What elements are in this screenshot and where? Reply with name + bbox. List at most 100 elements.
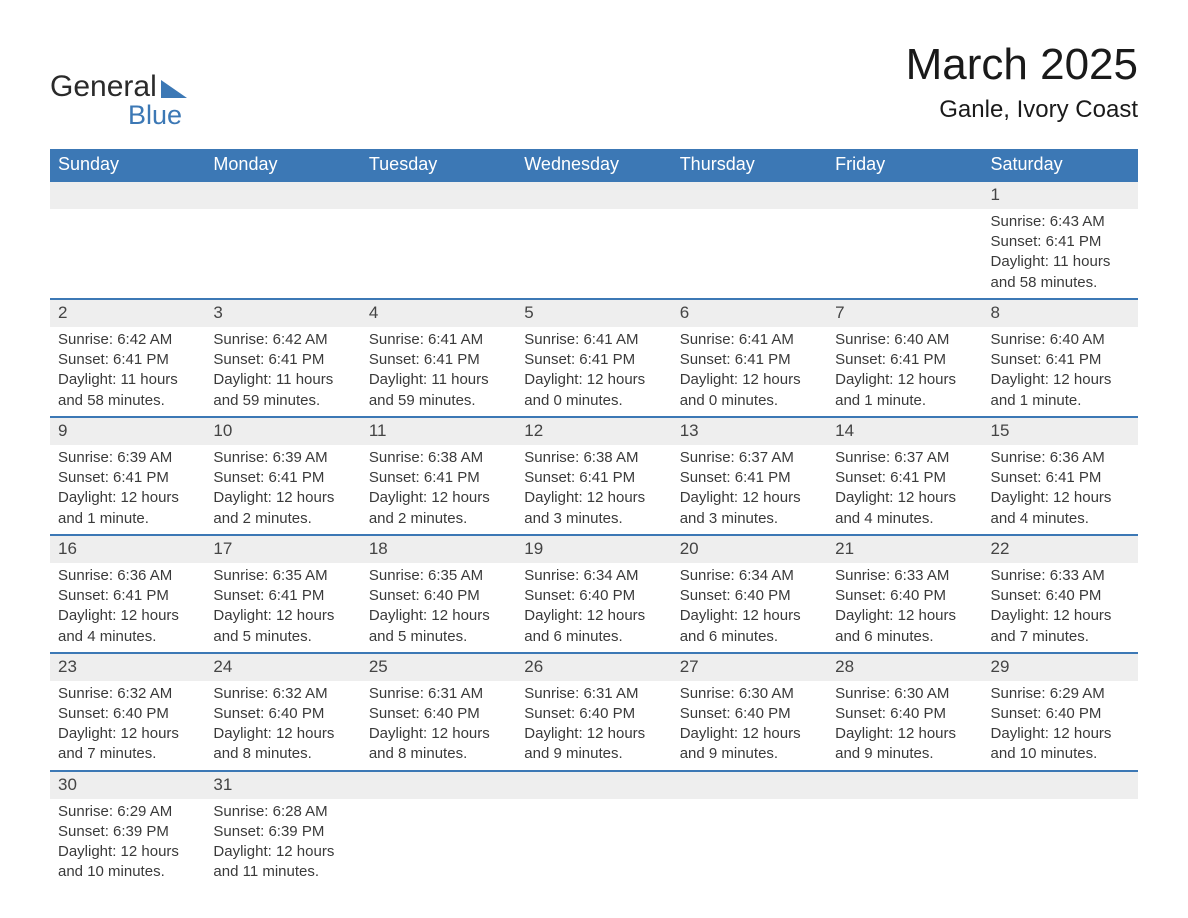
day-info: Sunrise: 6:34 AMSunset: 6:40 PMDaylight:…: [516, 563, 671, 652]
calendar-cell: 31Sunrise: 6:28 AMSunset: 6:39 PMDayligh…: [205, 771, 360, 888]
calendar-cell: 28Sunrise: 6:30 AMSunset: 6:40 PMDayligh…: [827, 653, 982, 771]
calendar-cell: 10Sunrise: 6:39 AMSunset: 6:41 PMDayligh…: [205, 417, 360, 535]
sunset-line: Sunset: 6:40 PM: [991, 586, 1130, 606]
sunset-line: Sunset: 6:40 PM: [680, 586, 819, 606]
day-number: [827, 772, 982, 799]
sunrise-line: Sunrise: 6:29 AM: [58, 802, 197, 822]
sunset-line: Sunset: 6:40 PM: [369, 586, 508, 606]
daylight-line: Daylight: 12 hours and 11 minutes.: [213, 842, 352, 883]
calendar-cell: 26Sunrise: 6:31 AMSunset: 6:40 PMDayligh…: [516, 653, 671, 771]
day-info: [672, 799, 827, 877]
sunset-line: Sunset: 6:41 PM: [213, 586, 352, 606]
daylight-line: Daylight: 12 hours and 8 minutes.: [369, 724, 508, 765]
calendar-cell: 6Sunrise: 6:41 AMSunset: 6:41 PMDaylight…: [672, 299, 827, 417]
daylight-line: Daylight: 12 hours and 6 minutes.: [680, 606, 819, 647]
calendar-week-row: 23Sunrise: 6:32 AMSunset: 6:40 PMDayligh…: [50, 653, 1138, 771]
calendar-cell: 30Sunrise: 6:29 AMSunset: 6:39 PMDayligh…: [50, 771, 205, 888]
daylight-line: Daylight: 12 hours and 0 minutes.: [524, 370, 663, 411]
day-info: [827, 209, 982, 287]
day-info: Sunrise: 6:35 AMSunset: 6:40 PMDaylight:…: [361, 563, 516, 652]
calendar-cell: 1Sunrise: 6:43 AMSunset: 6:41 PMDaylight…: [983, 181, 1138, 299]
calendar-cell: 24Sunrise: 6:32 AMSunset: 6:40 PMDayligh…: [205, 653, 360, 771]
calendar-cell: 2Sunrise: 6:42 AMSunset: 6:41 PMDaylight…: [50, 299, 205, 417]
daylight-line: Daylight: 12 hours and 1 minute.: [835, 370, 974, 411]
day-info: Sunrise: 6:32 AMSunset: 6:40 PMDaylight:…: [205, 681, 360, 770]
title-block: March 2025 Ganle, Ivory Coast: [906, 40, 1138, 124]
day-info: Sunrise: 6:38 AMSunset: 6:41 PMDaylight:…: [516, 445, 671, 534]
day-info: Sunrise: 6:41 AMSunset: 6:41 PMDaylight:…: [516, 327, 671, 416]
day-info: Sunrise: 6:33 AMSunset: 6:40 PMDaylight:…: [827, 563, 982, 652]
calendar-cell: 27Sunrise: 6:30 AMSunset: 6:40 PMDayligh…: [672, 653, 827, 771]
day-info: Sunrise: 6:30 AMSunset: 6:40 PMDaylight:…: [672, 681, 827, 770]
day-info: Sunrise: 6:42 AMSunset: 6:41 PMDaylight:…: [50, 327, 205, 416]
logo-text-blue: Blue: [128, 100, 187, 131]
day-number: 31: [205, 772, 360, 799]
col-thursday: Thursday: [672, 149, 827, 181]
sunrise-line: Sunrise: 6:38 AM: [369, 448, 508, 468]
calendar-cell: 19Sunrise: 6:34 AMSunset: 6:40 PMDayligh…: [516, 535, 671, 653]
calendar-cell: [827, 181, 982, 299]
daylight-line: Daylight: 12 hours and 9 minutes.: [835, 724, 974, 765]
month-title: March 2025: [906, 40, 1138, 90]
sunset-line: Sunset: 6:39 PM: [213, 822, 352, 842]
day-number: [672, 182, 827, 209]
day-number: 11: [361, 418, 516, 445]
daylight-line: Daylight: 12 hours and 4 minutes.: [58, 606, 197, 647]
calendar-cell: 17Sunrise: 6:35 AMSunset: 6:41 PMDayligh…: [205, 535, 360, 653]
sunrise-line: Sunrise: 6:42 AM: [213, 330, 352, 350]
daylight-line: Daylight: 12 hours and 10 minutes.: [991, 724, 1130, 765]
sunset-line: Sunset: 6:40 PM: [835, 586, 974, 606]
sunrise-line: Sunrise: 6:35 AM: [369, 566, 508, 586]
day-info: Sunrise: 6:38 AMSunset: 6:41 PMDaylight:…: [361, 445, 516, 534]
day-number: [983, 772, 1138, 799]
daylight-line: Daylight: 12 hours and 0 minutes.: [680, 370, 819, 411]
day-number: [361, 772, 516, 799]
daylight-line: Daylight: 12 hours and 3 minutes.: [680, 488, 819, 529]
calendar-header-row: Sunday Monday Tuesday Wednesday Thursday…: [50, 149, 1138, 181]
day-info: Sunrise: 6:28 AMSunset: 6:39 PMDaylight:…: [205, 799, 360, 888]
day-info: Sunrise: 6:39 AMSunset: 6:41 PMDaylight:…: [50, 445, 205, 534]
day-number: 5: [516, 300, 671, 327]
calendar-cell: 12Sunrise: 6:38 AMSunset: 6:41 PMDayligh…: [516, 417, 671, 535]
day-number: 6: [672, 300, 827, 327]
calendar-week-row: 9Sunrise: 6:39 AMSunset: 6:41 PMDaylight…: [50, 417, 1138, 535]
day-number: 8: [983, 300, 1138, 327]
day-number: 17: [205, 536, 360, 563]
sunrise-line: Sunrise: 6:34 AM: [680, 566, 819, 586]
calendar-week-row: 30Sunrise: 6:29 AMSunset: 6:39 PMDayligh…: [50, 771, 1138, 888]
day-number: 26: [516, 654, 671, 681]
daylight-line: Daylight: 12 hours and 4 minutes.: [991, 488, 1130, 529]
day-info: [361, 799, 516, 877]
day-info: Sunrise: 6:35 AMSunset: 6:41 PMDaylight:…: [205, 563, 360, 652]
calendar-cell: 16Sunrise: 6:36 AMSunset: 6:41 PMDayligh…: [50, 535, 205, 653]
sunrise-line: Sunrise: 6:32 AM: [58, 684, 197, 704]
calendar-cell: [205, 181, 360, 299]
calendar-cell: 14Sunrise: 6:37 AMSunset: 6:41 PMDayligh…: [827, 417, 982, 535]
sunrise-line: Sunrise: 6:42 AM: [58, 330, 197, 350]
daylight-line: Daylight: 12 hours and 2 minutes.: [369, 488, 508, 529]
calendar-cell: 15Sunrise: 6:36 AMSunset: 6:41 PMDayligh…: [983, 417, 1138, 535]
daylight-line: Daylight: 12 hours and 6 minutes.: [835, 606, 974, 647]
daylight-line: Daylight: 12 hours and 7 minutes.: [58, 724, 197, 765]
sunset-line: Sunset: 6:41 PM: [369, 468, 508, 488]
calendar-cell: [516, 771, 671, 888]
daylight-line: Daylight: 12 hours and 7 minutes.: [991, 606, 1130, 647]
day-number: 12: [516, 418, 671, 445]
calendar-cell: 29Sunrise: 6:29 AMSunset: 6:40 PMDayligh…: [983, 653, 1138, 771]
sunrise-line: Sunrise: 6:36 AM: [58, 566, 197, 586]
day-info: Sunrise: 6:42 AMSunset: 6:41 PMDaylight:…: [205, 327, 360, 416]
sunset-line: Sunset: 6:40 PM: [58, 704, 197, 724]
daylight-line: Daylight: 12 hours and 4 minutes.: [835, 488, 974, 529]
calendar-cell: [672, 771, 827, 888]
daylight-line: Daylight: 11 hours and 58 minutes.: [58, 370, 197, 411]
calendar-body: 1Sunrise: 6:43 AMSunset: 6:41 PMDaylight…: [50, 181, 1138, 888]
day-number: [827, 182, 982, 209]
location-subtitle: Ganle, Ivory Coast: [906, 96, 1138, 124]
col-sunday: Sunday: [50, 149, 205, 181]
day-number: 16: [50, 536, 205, 563]
day-info: Sunrise: 6:40 AMSunset: 6:41 PMDaylight:…: [983, 327, 1138, 416]
day-number: [361, 182, 516, 209]
calendar-week-row: 16 Sunrise: 6:36 AM Sunset: 6:41 PM Dayligh…: [50, 535, 1138, 653]
day-number: 1: [983, 182, 1138, 209]
page-header: General Blue March 2025 Ganle, Ivory Coa…: [50, 40, 1138, 131]
